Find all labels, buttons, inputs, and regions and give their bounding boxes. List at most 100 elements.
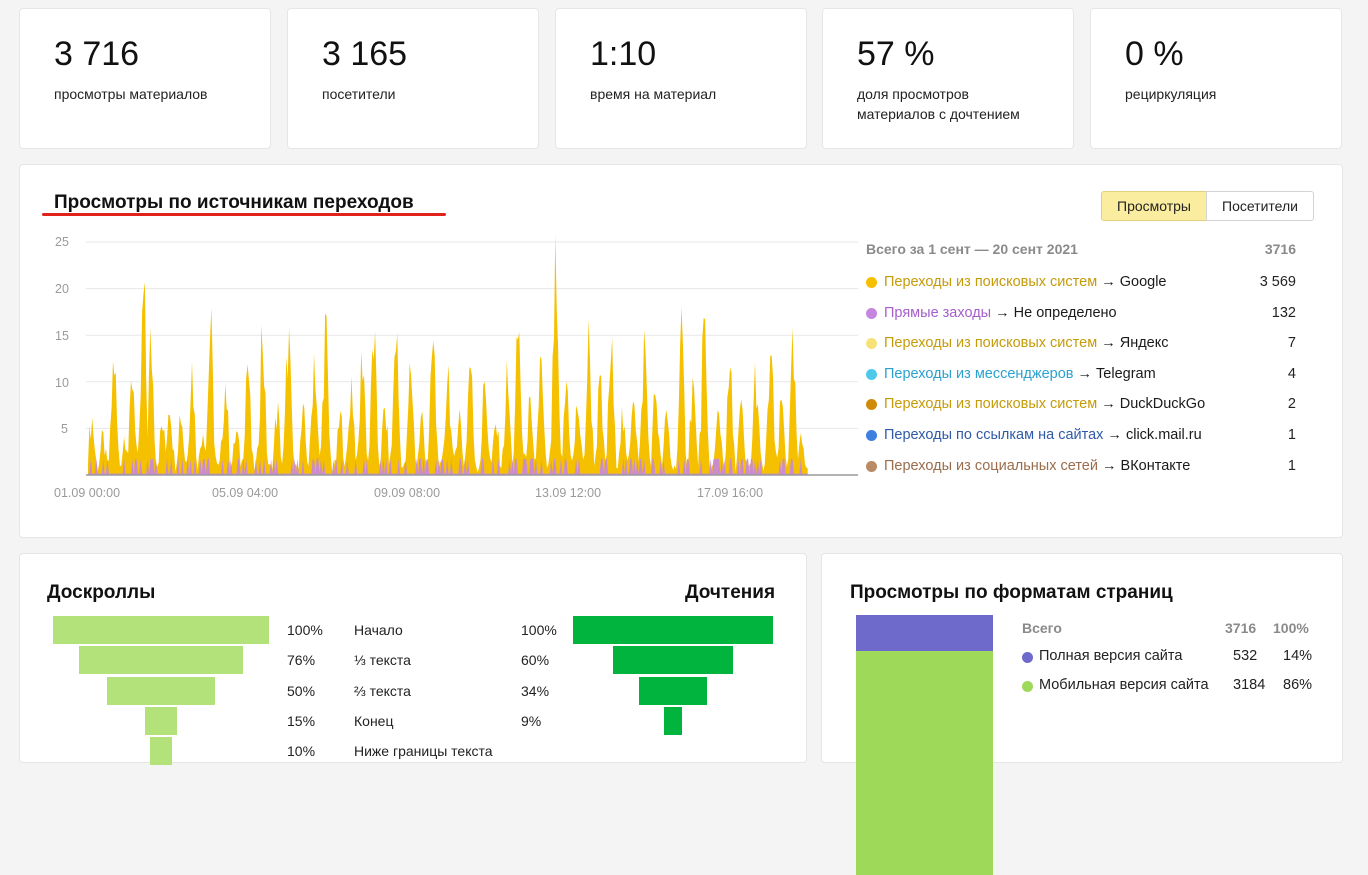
read-bar xyxy=(613,646,733,674)
legend-source-name: Переходы из мессенджеров xyxy=(884,365,1074,382)
scroll-percent: 100% xyxy=(287,622,323,638)
read-bar xyxy=(664,707,682,735)
x-tick-label: 13.09 12:00 xyxy=(535,486,602,500)
kpi-label: просмотры материалов xyxy=(54,86,208,102)
legend-row[interactable]: Переходы из поисковых систем → Google 3 5… xyxy=(866,271,1296,293)
y-tick-label: 25 xyxy=(55,235,69,249)
legend-total: Всего за 1 сент — 20 сент 2021 3716 xyxy=(866,241,1296,257)
read-percent: 9% xyxy=(521,713,542,729)
formats-bar-mobile xyxy=(856,651,993,875)
kpi-label: время на материал xyxy=(590,86,717,102)
scroll-percent: 76% xyxy=(287,652,316,668)
format-label: Мобильная версия сайта xyxy=(1039,677,1209,693)
scroll-bar xyxy=(78,646,244,674)
legend-source-name: Переходы по ссылкам на сайтах xyxy=(884,427,1104,443)
x-tick-label: 05.09 04:00 xyxy=(212,486,279,500)
legend-dot-icon xyxy=(866,338,877,350)
sources-area-chart xyxy=(86,233,858,476)
format-dot-icon xyxy=(1022,652,1033,663)
legend-row[interactable]: Переходы из мессенджеров → Telegram 4 xyxy=(866,363,1296,385)
legend-row[interactable]: Переходы по ссылкам на сайтах → click.ma… xyxy=(866,424,1296,446)
read-bar xyxy=(639,677,707,705)
series-search-area xyxy=(88,233,808,475)
legend-source-name: Переходы из поисковых систем xyxy=(884,396,1098,413)
formats-header-label: Всего xyxy=(1022,620,1062,636)
legend-target: Google xyxy=(1119,274,1167,290)
legend-value: 7 xyxy=(1287,335,1296,352)
stage-label: Конец xyxy=(354,713,394,729)
legend-target: Telegram xyxy=(1096,365,1156,382)
legend-row[interactable]: Прямые заходы → Не определено 132 xyxy=(866,302,1296,324)
formats-header-pct: 100% xyxy=(1273,620,1309,636)
legend-row[interactable]: Переходы из поисковых систем → DuckDuckG… xyxy=(866,393,1296,415)
arrow-icon: → xyxy=(1097,396,1120,413)
kpi-label: доля просмотров материалов с дочтением xyxy=(857,86,1020,122)
kpi-value: 0 % xyxy=(1125,35,1184,73)
y-tick-label: 20 xyxy=(55,282,69,296)
scroll-percent: 50% xyxy=(287,683,316,699)
legend-source-name: Прямые заходы xyxy=(884,304,992,321)
read-percent: 34% xyxy=(521,683,550,699)
legend-total-value: 3716 xyxy=(1264,241,1296,257)
format-count: 532 xyxy=(1233,648,1258,664)
format-dot-icon xyxy=(1022,681,1033,692)
stage-label: ⅔ текста xyxy=(354,683,411,699)
legend-source: Переходы из поисковых систем → Google xyxy=(884,271,1167,293)
y-tick-label: 15 xyxy=(55,329,69,343)
x-tick-label: 17.09 16:00 xyxy=(697,486,764,500)
kpi-card-read-share: 57 % доля просмотров материалов с дочтен… xyxy=(822,8,1074,149)
title-underline xyxy=(42,213,446,216)
read-percent: 60% xyxy=(521,652,550,668)
legend-total-label: Всего за 1 сент — 20 сент 2021 xyxy=(866,241,1078,257)
legend-value: 2 xyxy=(1287,396,1296,413)
legend-source: Переходы из социальных сетей → ВКонтакте xyxy=(884,455,1190,477)
x-tick-label: 09.09 08:00 xyxy=(374,486,441,500)
stage-label: ⅓ текста xyxy=(354,652,411,668)
kpi-value: 3 165 xyxy=(322,35,408,73)
toggle-visitors[interactable]: Посетители xyxy=(1206,191,1314,221)
format-pct: 14% xyxy=(1283,648,1313,664)
kpi-card-time: 1:10 время на материал xyxy=(555,8,807,149)
legend-value: 4 xyxy=(1287,365,1296,382)
scroll-title: Доскроллы xyxy=(47,582,156,603)
scroll-percent: 10% xyxy=(287,743,316,759)
legend-source-name: Переходы из социальных сетей xyxy=(884,457,1098,474)
arrow-icon: → xyxy=(1097,457,1121,474)
scroll-bar xyxy=(107,677,215,705)
format-label: Полная версия сайта xyxy=(1039,648,1183,664)
legend-source-name: Переходы из поисковых систем xyxy=(884,274,1098,290)
scroll-bar xyxy=(53,616,269,644)
arrow-icon: → xyxy=(1103,427,1126,443)
scroll-bar xyxy=(144,707,178,735)
formats-bar-full xyxy=(856,615,993,652)
legend-value: 3 569 xyxy=(1259,274,1296,290)
legend-target: DuckDuckGo xyxy=(1119,396,1206,413)
legend-target: click.mail.ru xyxy=(1125,427,1202,443)
x-tick-label: 01.09 00:00 xyxy=(54,486,121,500)
legend-row[interactable]: Переходы из поисковых систем → Яндекс 7 xyxy=(866,332,1296,354)
read-title: Дочтения xyxy=(685,582,776,603)
legend-source-name: Переходы из поисковых систем xyxy=(884,335,1098,352)
arrow-icon: → xyxy=(1097,335,1120,352)
legend-dot-icon xyxy=(866,399,877,411)
toggle-views[interactable]: Просмотры xyxy=(1101,191,1207,221)
legend-source: Переходы по ссылкам на сайтах → click.ma… xyxy=(884,424,1202,446)
legend-source: Переходы из поисковых систем → Яндекс xyxy=(884,332,1169,354)
legend-target: ВКонтакте xyxy=(1120,457,1191,474)
series-direct-area xyxy=(88,458,808,475)
arrow-icon: → xyxy=(1097,274,1120,290)
legend-row[interactable]: Переходы из социальных сетей → ВКонтакте… xyxy=(866,455,1296,477)
legend-value: 1 xyxy=(1287,457,1296,474)
legend-dot-icon xyxy=(866,460,877,472)
legend-target: Яндекс xyxy=(1119,335,1169,352)
legend-source: Прямые заходы → Не определено xyxy=(884,302,1117,324)
legend-dot-icon xyxy=(866,307,877,319)
y-tick-label: 5 xyxy=(61,422,68,436)
kpi-value: 3 716 xyxy=(54,35,140,73)
legend-value: 1 xyxy=(1287,427,1296,443)
kpi-card-recirculation: 0 % рециркуляция xyxy=(1090,8,1342,149)
legend-source: Переходы из мессенджеров → Telegram xyxy=(884,363,1156,385)
read-percent: 100% xyxy=(521,622,557,638)
kpi-card-views: 3 716 просмотры материалов xyxy=(19,8,271,149)
arrow-icon: → xyxy=(1073,365,1097,382)
